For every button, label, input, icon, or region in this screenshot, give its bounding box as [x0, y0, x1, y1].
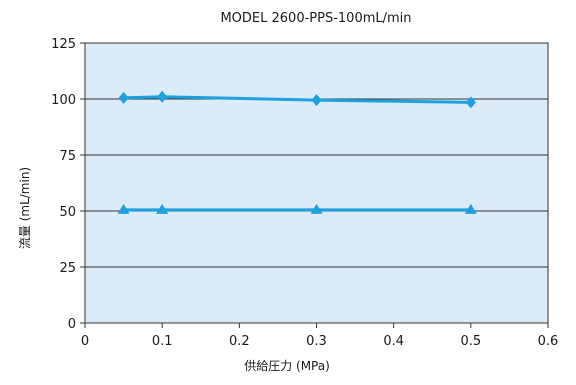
x-tick-label: 0	[81, 334, 89, 349]
data-point-diamond	[157, 90, 168, 103]
x-axis-label: 供給圧力 (MPa)	[244, 359, 330, 373]
data-point-triangle	[156, 203, 169, 214]
series-line-1	[123, 95, 471, 104]
chart-title: MODEL 2600-PPS-100mL/min	[220, 11, 411, 26]
x-tick-label: 0.6	[538, 334, 559, 349]
x-tick-label: 0.4	[383, 334, 404, 349]
x-tick-label: 0.2	[229, 334, 250, 349]
data-point-triangle	[117, 203, 130, 214]
y-tick-label: 0	[68, 317, 76, 332]
data-point-triangle	[464, 203, 477, 214]
y-tick-label: 50	[59, 205, 76, 220]
y-tick-label: 25	[59, 261, 76, 276]
y-axis-label: 流量 (mL/min)	[18, 167, 32, 249]
data-point-triangle	[310, 203, 323, 214]
x-tick-label: 0.1	[152, 334, 173, 349]
data-point-diamond	[311, 94, 322, 107]
y-tick-label: 75	[59, 149, 76, 164]
y-tick-label: 125	[51, 37, 76, 52]
x-axis-ticks: 0 0.1 0.2 0.3 0.4 0.5 0.6	[81, 323, 558, 349]
y-axis-ticks: 0 25 50 75 100 125	[51, 37, 85, 332]
series-group	[117, 90, 477, 214]
data-point-diamond	[465, 96, 476, 109]
x-tick-label: 0.5	[460, 334, 481, 349]
x-tick-label: 0.3	[306, 334, 327, 349]
data-point-diamond	[118, 91, 129, 104]
plot-area	[84, 42, 549, 324]
y-tick-label: 100	[51, 93, 76, 108]
